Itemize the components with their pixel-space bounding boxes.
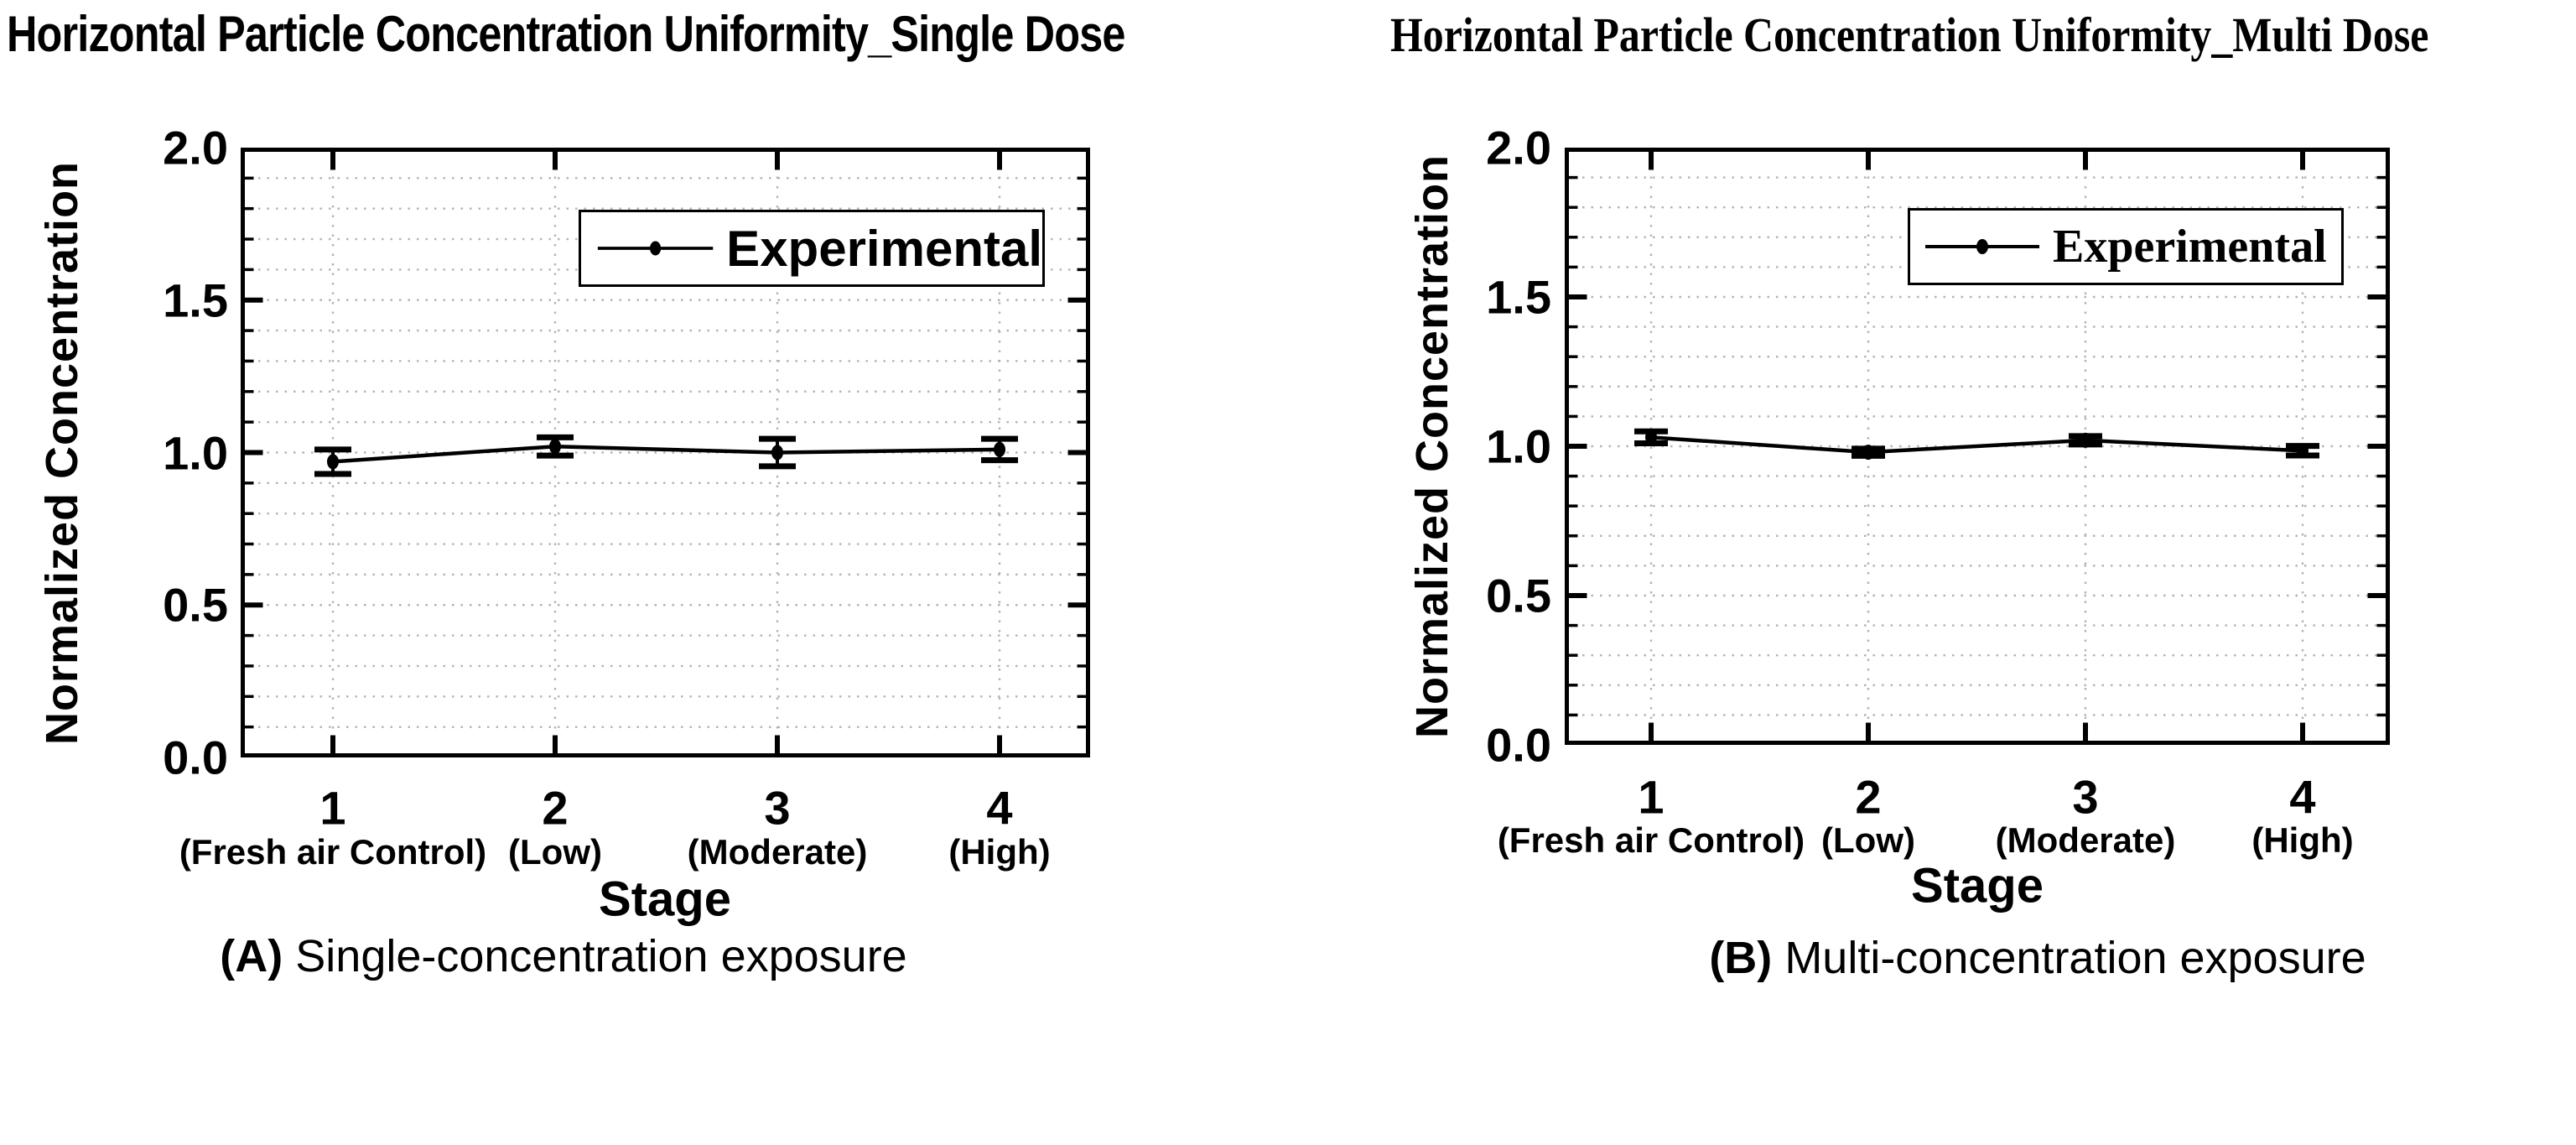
- x-tick-label: 3: [2072, 770, 2099, 824]
- chart-panel-multi-dose: Horizontal Particle Concentration Unifor…: [1288, 0, 2576, 1145]
- legend-line-marker-icon: [597, 241, 714, 256]
- x-tick-sublabel: (Moderate): [687, 832, 868, 872]
- caption-text: Single-concentration exposure: [295, 931, 907, 981]
- x-tick-label: 2: [1855, 770, 1882, 824]
- panel-caption: (B) Multi-concentration exposure: [1709, 932, 2366, 984]
- data-point-marker: [1645, 429, 1658, 445]
- x-tick-sublabel: (Fresh air Control): [179, 832, 487, 872]
- x-tick-sublabel: (High): [2251, 820, 2354, 860]
- legend-box: Experimental: [1908, 208, 2344, 285]
- caption-text: Multi-concentration exposure: [1784, 933, 2366, 983]
- caption-tag: (A): [220, 931, 283, 981]
- y-tick-label: 2.0: [1486, 121, 1551, 174]
- caption-tag: (B): [1709, 933, 1773, 983]
- y-tick-label: 1.5: [1486, 270, 1551, 324]
- data-point-marker: [549, 439, 562, 455]
- axis-frame: [241, 148, 1090, 757]
- y-tick-label: 1.0: [1486, 419, 1551, 473]
- x-tick-label: 3: [764, 781, 791, 835]
- axis-frame: [1565, 148, 2390, 745]
- x-tick-sublabel: (Low): [508, 832, 602, 872]
- chart-panel-single-dose: Horizontal Particle Concentration Unifor…: [7, 6, 1125, 982]
- legend-label: Experimental: [726, 220, 1042, 277]
- chart-title-multi-dose: Horizontal Particle Concentration Unifor…: [1390, 8, 2429, 62]
- legend-label: Experimental: [2053, 221, 2327, 273]
- y-tick-label: 0.5: [163, 578, 228, 632]
- x-tick-label: 4: [986, 781, 1013, 835]
- y-tick-label: 0.0: [1486, 718, 1551, 772]
- x-tick-sublabel: (Fresh air Control): [1497, 820, 1805, 860]
- data-point-marker: [1862, 445, 1875, 461]
- x-tick-label: 2: [542, 781, 569, 835]
- y-tick-label: 0.5: [1486, 569, 1551, 622]
- series-line: [332, 444, 1000, 464]
- y-tick-label: 2.0: [163, 121, 228, 174]
- panel-caption: (A) Single-concentration exposure: [220, 930, 906, 982]
- plot-area: [1565, 148, 2390, 745]
- data-point-marker: [771, 445, 784, 461]
- x-axis-title: Stage: [599, 872, 731, 927]
- chart-title-single-dose: Horizontal Particle Concentration Unifor…: [7, 6, 1125, 62]
- x-tick-label: 1: [1638, 770, 1665, 824]
- y-tick-label: 0.0: [163, 731, 228, 784]
- legend-box: Experimental: [579, 210, 1045, 287]
- series-line: [1650, 435, 2303, 455]
- x-tick-sublabel: (Moderate): [1995, 820, 2176, 860]
- data-point-marker: [994, 441, 1006, 457]
- legend-line-marker-icon: [1925, 239, 2039, 254]
- data-point-marker: [2296, 443, 2309, 459]
- y-tick-label: 1.5: [163, 273, 228, 327]
- y-axis-title: Normalized Concentration: [37, 160, 87, 746]
- x-tick-label: 1: [319, 781, 346, 835]
- y-tick-label: 1.0: [163, 426, 228, 480]
- data-point-marker: [2080, 432, 2092, 448]
- x-tick-label: 4: [2289, 770, 2316, 824]
- x-tick-sublabel: (High): [948, 832, 1051, 872]
- data-point-marker: [327, 454, 340, 470]
- x-axis-title: Stage: [1911, 858, 2044, 913]
- x-tick-sublabel: (Low): [1821, 820, 1915, 860]
